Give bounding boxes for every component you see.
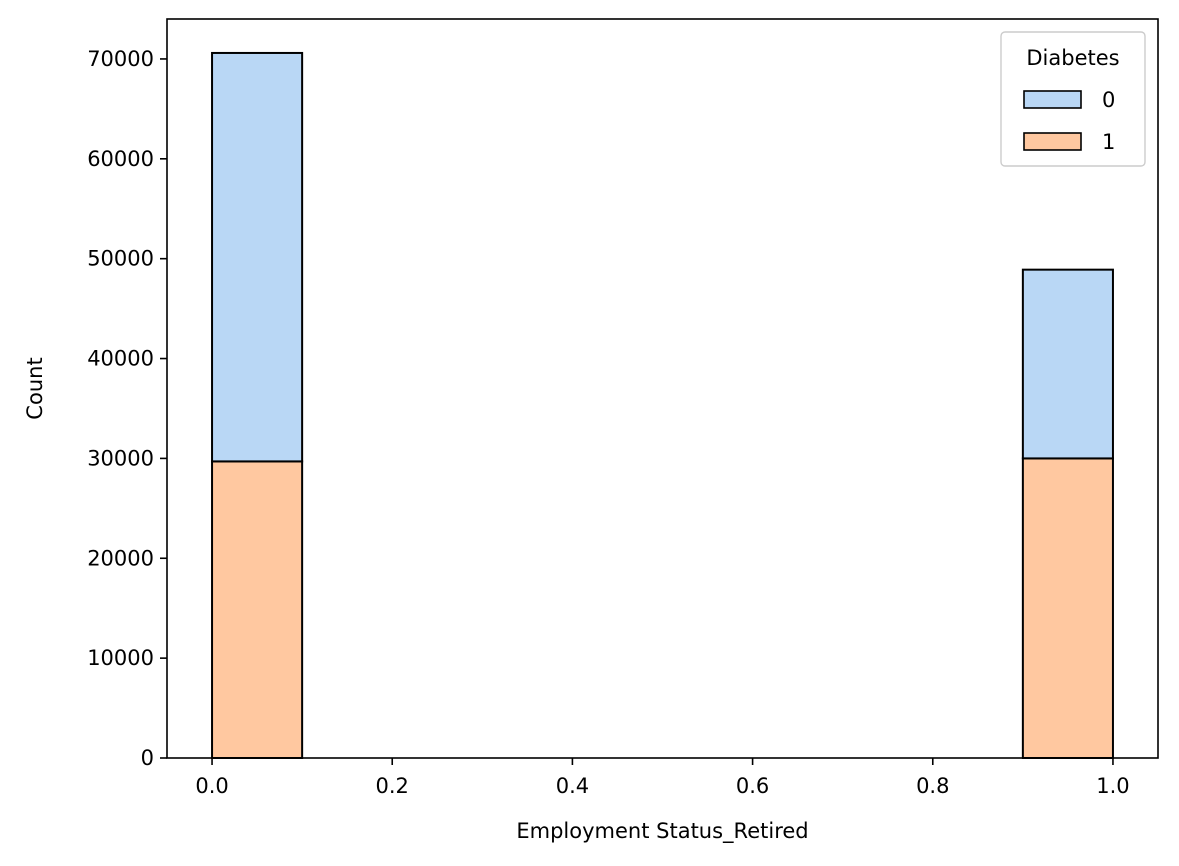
bar-series-0-bin-0 — [211, 51, 304, 463]
legend-title: Diabetes — [1026, 46, 1119, 70]
legend: Diabetes 0 1 — [1000, 31, 1146, 167]
bar-series-0-bin-1 — [1021, 268, 1114, 460]
x-tick-label: 0.2 — [376, 774, 409, 798]
legend-label-1: 1 — [1102, 130, 1115, 154]
y-axis-ticks: 0 10000 20000 30000 40000 50000 60000 70000 — [87, 47, 167, 770]
y-tick-label: 20000 — [87, 546, 154, 570]
x-tick-label: 0.6 — [736, 774, 769, 798]
y-tick-label: 30000 — [87, 446, 154, 470]
x-tick-label: 0.4 — [556, 774, 589, 798]
y-tick-label: 0 — [141, 746, 154, 770]
legend-swatch-0 — [1023, 90, 1082, 109]
legend-swatch-1 — [1023, 132, 1082, 151]
x-axis-ticks: 0.0 0.2 0.4 0.6 0.8 1.0 — [195, 758, 1130, 798]
x-tick-label: 1.0 — [1096, 774, 1129, 798]
y-tick-label: 50000 — [87, 247, 154, 271]
bars-group — [211, 51, 1114, 759]
x-tick-label: 0.8 — [916, 774, 949, 798]
legend-label-0: 0 — [1102, 88, 1115, 112]
plot-frame — [166, 18, 1159, 759]
x-tick-label: 0.0 — [195, 774, 228, 798]
bar-series-1-bin-1 — [1021, 457, 1114, 759]
y-tick-label: 10000 — [87, 646, 154, 670]
y-axis-label: Count — [23, 357, 47, 419]
y-tick-label: 60000 — [87, 147, 154, 171]
x-axis-label: Employment Status_Retired — [516, 819, 808, 844]
bar-series-1-bin-0 — [211, 460, 304, 759]
y-tick-label: 70000 — [87, 47, 154, 71]
y-tick-label: 40000 — [87, 347, 154, 371]
